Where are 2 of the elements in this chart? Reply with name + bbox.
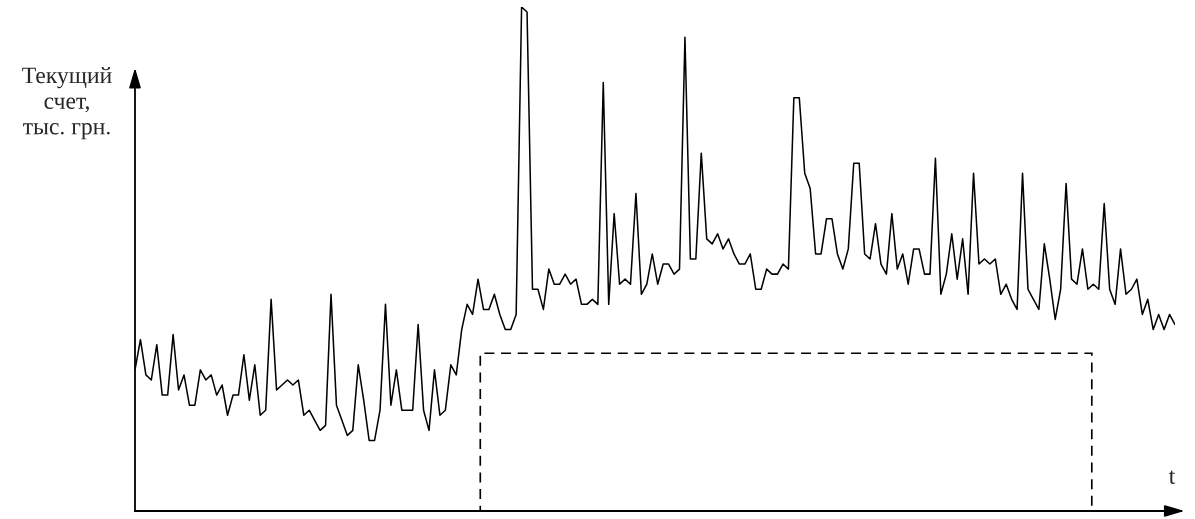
y-axis-title: Текущий счет, тыс. грн. xyxy=(22,66,112,140)
x-axis-title: t xyxy=(1168,470,1176,484)
